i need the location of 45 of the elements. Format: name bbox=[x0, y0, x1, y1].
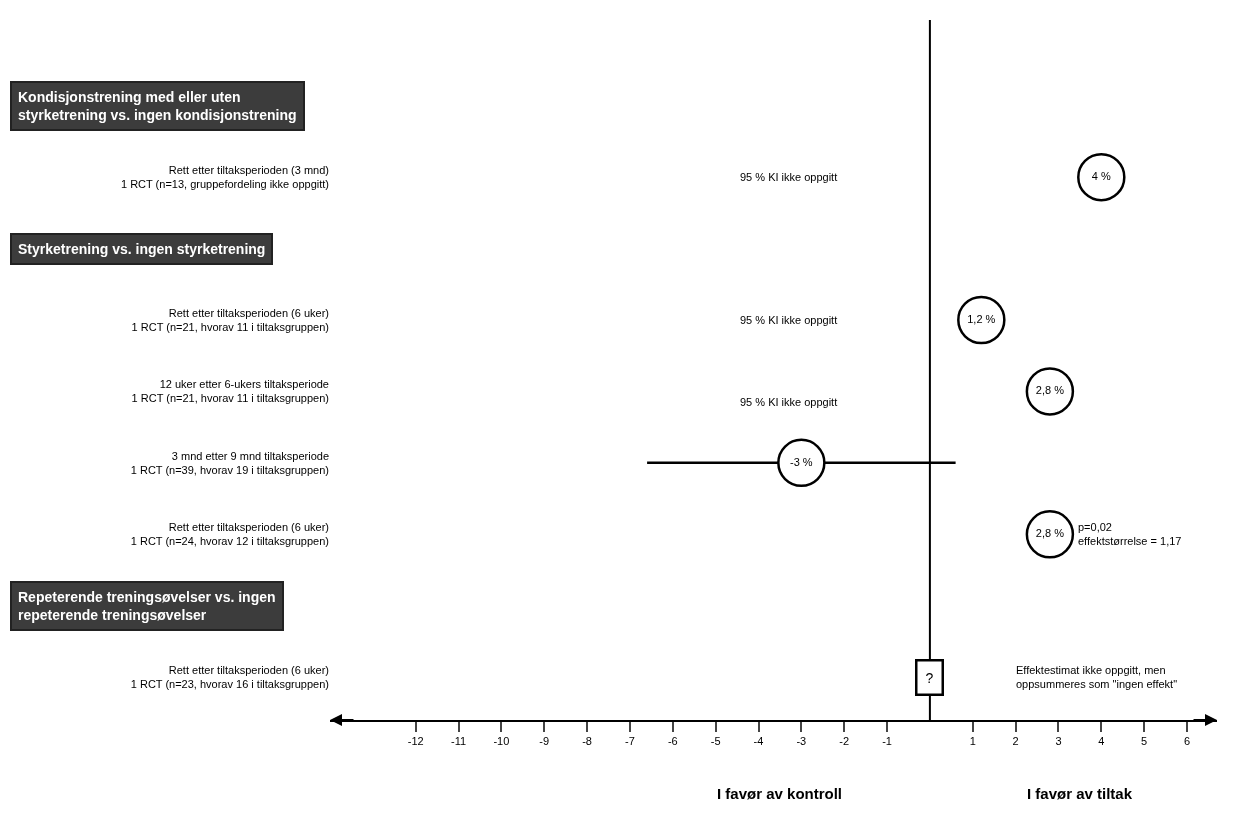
annotation: ? bbox=[925, 669, 934, 686]
x-tick-label: -1 bbox=[882, 735, 892, 748]
data-label: 1,2 % bbox=[967, 312, 996, 325]
text: Styrketrening vs. ingen styrketrening bbox=[18, 241, 266, 257]
point bbox=[1025, 367, 1075, 416]
x-tick-label: -5 bbox=[710, 735, 721, 748]
x-tick-label: -8 bbox=[582, 735, 592, 748]
text: I favør av kontroll bbox=[717, 785, 843, 802]
x-tick-label: -10 bbox=[493, 735, 510, 748]
data-label: 2,8 % bbox=[1035, 527, 1065, 540]
x-tick-label: -9 bbox=[539, 735, 550, 748]
y-tick-label: Rett etter tiltaksperioden (6 uker) 1 RCT (n=21, hvorav 11 i tiltaksgruppen) bbox=[131, 306, 329, 333]
annotation: Effektestimat ikke oppgitt, men oppsummeres som "ingen effekt" bbox=[1016, 664, 1178, 691]
annotation: 95 % KI ikke oppgitt bbox=[740, 314, 838, 326]
data-label: 2,8 % bbox=[1035, 384, 1065, 397]
point bbox=[1077, 152, 1126, 202]
text: Kondisjonstrening med eller uten styrketrening vs. ingen kondisjonstrening bbox=[18, 89, 297, 124]
x-tick-label: -4 bbox=[753, 735, 764, 748]
annotation: p=0,02 effektstørrelse = 1,17 bbox=[1078, 521, 1182, 548]
x-tick-label: 2 bbox=[1012, 735, 1019, 748]
point bbox=[957, 295, 1006, 345]
y-tick-label: Rett etter tiltaksperioden (6 uker) 1 RCT (n=24, hvorav 12 i tiltaksgruppen) bbox=[130, 520, 329, 548]
y-tick-label: 3 mnd etter 9 mnd tiltaksperiode 1 RCT (n=39, hvorav 19 i tiltaksgruppen) bbox=[130, 449, 329, 476]
x-tick-label: -6 bbox=[667, 735, 678, 748]
y-tick-label: Rett etter tiltaksperioden (3 mnd) 1 RCT (n=13, gruppefordeling ikke oppgitt) bbox=[120, 163, 329, 191]
x-tick-label: -7 bbox=[625, 735, 635, 748]
point bbox=[1025, 510, 1075, 559]
x-tick-label: -3 bbox=[796, 735, 807, 748]
y-tick-label: Rett etter tiltaksperioden (6 uker) 1 RCT (n=23, hvorav 16 i tiltaksgruppen) bbox=[130, 663, 329, 691]
data-label: -3 % bbox=[790, 455, 813, 468]
x-tick-label: 4 bbox=[1098, 735, 1105, 748]
text: Repeterende treningsøvelser vs. ingen repeterende treningsøvelser bbox=[18, 589, 276, 624]
x-tick-label: 5 bbox=[1141, 735, 1148, 748]
x-tick-label: 6 bbox=[1183, 735, 1191, 748]
annotation: 95 % KI ikke oppgitt bbox=[740, 171, 838, 183]
y-tick-label: 12 uker etter 6-ukers tiltaksperiode 1 RCT (n=21, hvorav 11 i tiltaksgruppen) bbox=[131, 378, 329, 405]
x-tick-label: -12 bbox=[407, 735, 424, 748]
x-tick-label: -2 bbox=[839, 735, 850, 748]
text: I favør av tiltak bbox=[1027, 785, 1133, 802]
x-tick-label: 3 bbox=[1055, 735, 1062, 748]
x-tick-label: 1 bbox=[969, 735, 976, 748]
x-tick-label: -11 bbox=[451, 735, 467, 748]
annotation: 95 % KI ikke oppgitt bbox=[740, 396, 838, 408]
data-label: 4 % bbox=[1091, 169, 1111, 182]
point bbox=[777, 438, 826, 488]
